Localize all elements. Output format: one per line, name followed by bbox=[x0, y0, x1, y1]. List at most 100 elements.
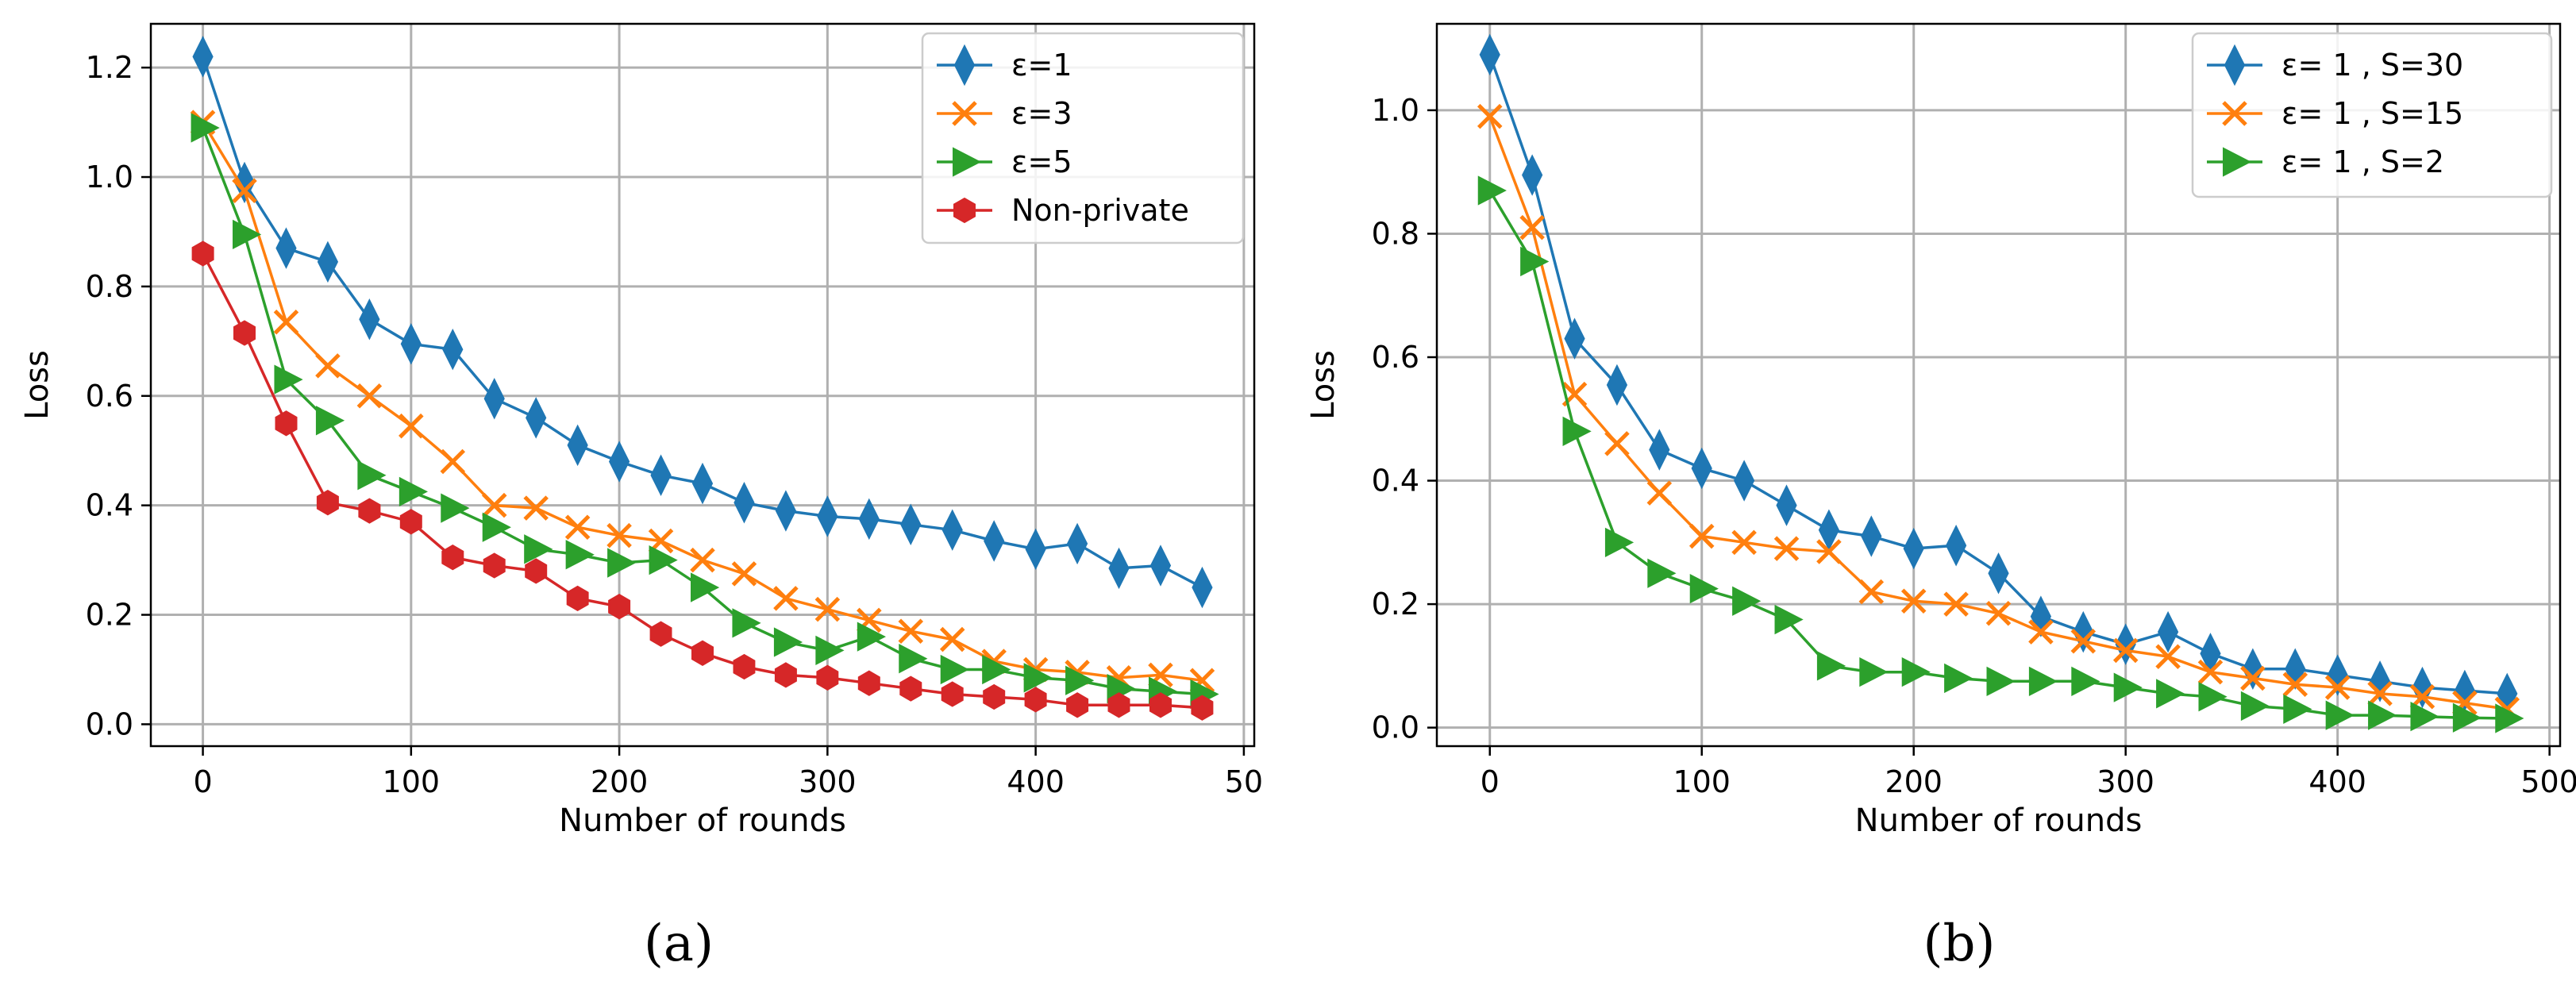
data-point-series-1 bbox=[400, 323, 422, 365]
legend-label: ε= 1 , S=2 bbox=[2281, 144, 2444, 179]
data-point-series-2 bbox=[2028, 619, 2054, 645]
data-point-series-1 bbox=[192, 36, 214, 78]
data-point-series-2 bbox=[773, 586, 799, 611]
data-point-series-2 bbox=[2367, 681, 2393, 706]
legend-label: ε= 1 , S=30 bbox=[2281, 48, 2463, 83]
legend-box bbox=[921, 32, 1245, 244]
x-tick-label: 500 bbox=[2520, 764, 2576, 799]
legend-entry-4: Non-private bbox=[937, 193, 1189, 228]
data-point-series-3 bbox=[191, 113, 220, 143]
series-line-2 bbox=[1488, 116, 2508, 711]
data-point-series-2 bbox=[1858, 579, 1885, 605]
legend-marker bbox=[953, 147, 982, 177]
legend-entry-3: ε= 1 , S=2 bbox=[2207, 144, 2444, 179]
data-point-series-1 bbox=[858, 498, 880, 541]
legend: ε= 1 , S=30 ε= 1 , S=15 ε= 1 , S=2 bbox=[2191, 32, 2553, 198]
data-point-series-4 bbox=[1191, 695, 1214, 721]
data-point-series-2 bbox=[731, 561, 757, 587]
data-point-series-2 bbox=[1985, 601, 2012, 626]
data-point-series-4 bbox=[1066, 692, 1089, 718]
data-point-series-3 bbox=[1944, 663, 1973, 694]
data-point-series-3 bbox=[1986, 666, 2016, 696]
y-tick-label: 0.2 bbox=[1372, 587, 1419, 622]
data-point-series-3 bbox=[773, 627, 803, 657]
data-point-series-1 bbox=[650, 454, 672, 496]
data-point-series-3 bbox=[524, 534, 553, 564]
legend-marker bbox=[2223, 147, 2252, 177]
legend-marker bbox=[952, 101, 977, 126]
data-point-series-2 bbox=[1477, 103, 1503, 129]
data-point-series-1 bbox=[1108, 547, 1130, 590]
x-axis-label: Number of rounds bbox=[1855, 802, 2143, 839]
data-point-series-4 bbox=[608, 594, 631, 620]
data-point-series-4 bbox=[857, 670, 880, 696]
x-tick-label: 300 bbox=[2097, 764, 2154, 799]
data-point-series-4 bbox=[1149, 692, 1172, 718]
data-point-series-4 bbox=[316, 490, 339, 516]
legend-box bbox=[2191, 32, 2553, 198]
y-tick-label: 0.8 bbox=[1372, 216, 1419, 251]
data-point-series-3 bbox=[2452, 702, 2482, 733]
y-tick-label: 0.4 bbox=[1372, 464, 1419, 498]
data-point-series-1 bbox=[1192, 566, 1213, 609]
data-point-series-1 bbox=[233, 161, 256, 204]
data-point-series-3 bbox=[982, 654, 1011, 685]
data-point-series-4 bbox=[941, 681, 964, 707]
data-point-series-2 bbox=[2155, 644, 2181, 669]
data-point-series-3 bbox=[1901, 657, 1931, 687]
data-point-series-2 bbox=[315, 353, 341, 379]
x-tick-label: 0 bbox=[193, 764, 212, 799]
data-point-series-1 bbox=[691, 462, 714, 505]
data-point-series-2 bbox=[1816, 539, 1842, 564]
data-point-series-2 bbox=[1943, 591, 1969, 617]
data-point-series-3 bbox=[1065, 665, 1095, 695]
x-tick-label: 50 bbox=[1225, 764, 1263, 799]
data-point-series-2 bbox=[2197, 659, 2224, 685]
data-point-series-3 bbox=[1647, 558, 1677, 588]
series-line-3 bbox=[1488, 190, 2508, 720]
data-point-series-1 bbox=[1734, 460, 1755, 502]
legend: ε=1 ε=3 ε=5 Non-private bbox=[921, 32, 1245, 244]
data-point-series-1 bbox=[483, 377, 505, 420]
panel-caption: (b) bbox=[1923, 914, 1996, 973]
data-point-series-2 bbox=[232, 178, 257, 204]
legend-marker bbox=[953, 44, 976, 87]
data-point-series-3 bbox=[607, 548, 637, 578]
data-point-series-1 bbox=[817, 495, 838, 537]
panel-b: 0 100 200 300 400 500 0.0 0.2 0.4 0.6 0.8 1.0 Number… bbox=[1305, 22, 2576, 973]
legend-label: ε=1 bbox=[1011, 48, 1072, 83]
data-point-series-3 bbox=[2368, 700, 2397, 730]
y-tick-label: 0.4 bbox=[86, 488, 133, 523]
data-point-series-1 bbox=[1564, 318, 1585, 360]
data-point-series-3 bbox=[1562, 416, 1592, 446]
data-point-series-3 bbox=[1023, 663, 1053, 693]
data-point-series-3 bbox=[1520, 246, 1550, 277]
data-point-series-3 bbox=[2071, 666, 2100, 696]
data-point-series-4 bbox=[525, 558, 548, 584]
data-point-series-1 bbox=[900, 503, 922, 546]
data-point-series-3 bbox=[1477, 175, 1507, 206]
y-tick-label: 1.2 bbox=[86, 50, 133, 85]
data-point-series-3 bbox=[691, 572, 720, 602]
data-point-series-1 bbox=[1606, 364, 1628, 406]
data-point-series-3 bbox=[1604, 527, 1635, 557]
data-point-series-4 bbox=[816, 664, 839, 691]
data-point-series-1 bbox=[567, 424, 588, 467]
data-point-series-3 bbox=[482, 512, 511, 542]
data-point-series-3 bbox=[1732, 586, 1762, 616]
data-point-series-2 bbox=[1773, 536, 1800, 561]
data-point-series-2 bbox=[898, 618, 924, 644]
x-tick-label: 200 bbox=[1885, 764, 1943, 799]
data-point-series-3 bbox=[2283, 694, 2312, 724]
x-tick-label: 100 bbox=[383, 764, 441, 799]
data-point-series-2 bbox=[1604, 431, 1630, 456]
legend-label: Non-private bbox=[1011, 193, 1189, 228]
data-point-series-3 bbox=[940, 654, 969, 685]
data-point-series-2 bbox=[690, 547, 715, 573]
data-point-series-1 bbox=[1691, 447, 1712, 490]
data-point-series-4 bbox=[233, 320, 256, 346]
y-tick-label: 0.6 bbox=[1372, 340, 1419, 375]
panel-a: 0 100 200 300 400 50 0.0 0.2 0.4 0.6 0.8 1.0 1.2 Numb… bbox=[19, 22, 1263, 973]
data-point-series-4 bbox=[1107, 692, 1130, 718]
